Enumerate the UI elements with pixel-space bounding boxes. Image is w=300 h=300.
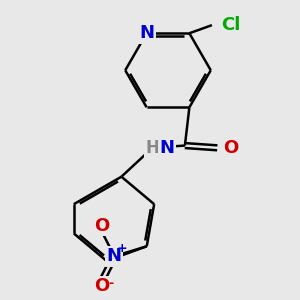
Text: Cl: Cl bbox=[221, 16, 240, 34]
Text: H: H bbox=[146, 139, 159, 157]
Text: -: - bbox=[108, 277, 113, 290]
Text: N: N bbox=[159, 139, 174, 157]
Text: O: O bbox=[94, 277, 110, 295]
Text: O: O bbox=[94, 217, 110, 235]
Text: O: O bbox=[223, 139, 238, 157]
Text: N: N bbox=[139, 24, 154, 42]
Text: N: N bbox=[107, 247, 122, 265]
Text: +: + bbox=[117, 242, 127, 255]
